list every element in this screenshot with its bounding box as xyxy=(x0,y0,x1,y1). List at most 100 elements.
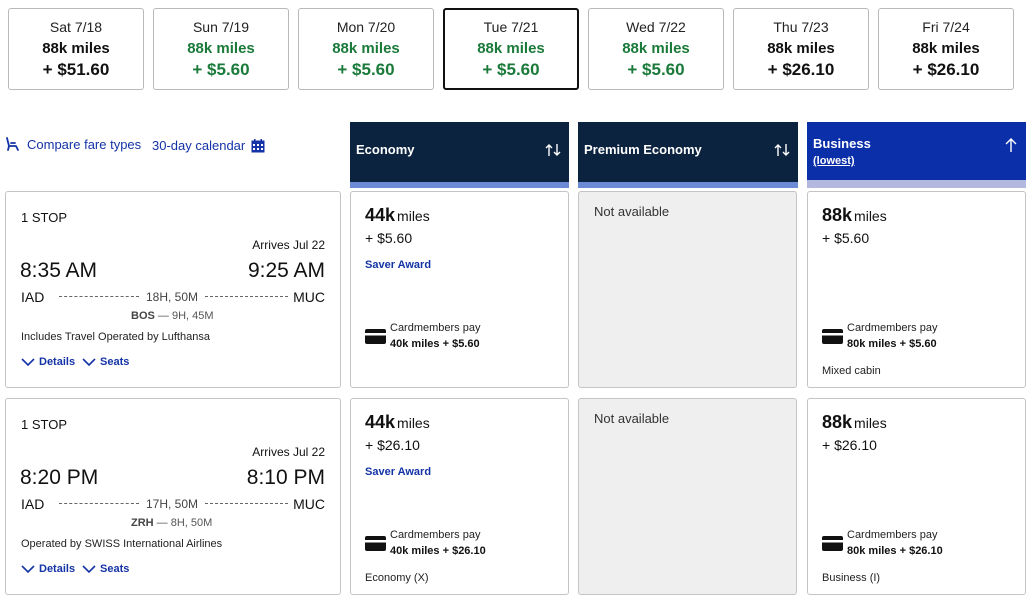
date-tile-tue-7-21[interactable]: Tue 7/21 88k miles + $5.60 xyxy=(443,8,579,90)
date-miles: 88k miles xyxy=(42,40,110,57)
seat-icon xyxy=(5,137,20,152)
compare-fare-types-link[interactable]: Compare fare types xyxy=(5,137,141,152)
fare-miles-value: 44k xyxy=(365,205,396,225)
date-miles: 88k miles xyxy=(912,40,980,57)
sort-updown-icon[interactable] xyxy=(545,142,561,163)
layover-airport: BOS xyxy=(131,310,155,322)
date-label: Sun 7/19 xyxy=(192,19,250,35)
fare-miles: 44k miles xyxy=(365,205,430,226)
credit-card-icon xyxy=(822,536,843,556)
chevron-down-icon xyxy=(82,564,96,573)
flight-duration: 17H, 50M xyxy=(146,497,199,511)
seats-toggle[interactable]: Seats xyxy=(82,356,129,368)
route-line xyxy=(59,296,139,297)
date-tile-wed-7-22[interactable]: Wed 7/22 88k miles + $5.60 xyxy=(588,8,724,90)
sort-up-arrow-icon[interactable] xyxy=(1004,137,1018,158)
date-tax: + $26.10 xyxy=(912,60,980,79)
seats-label: Seats xyxy=(100,356,130,368)
cardmember-price: 40k miles + $26.10 xyxy=(390,545,486,557)
calendar-icon xyxy=(251,138,265,153)
date-tax: + $26.10 xyxy=(767,60,835,79)
saver-award-badge: Saver Award xyxy=(365,466,432,478)
arrival-time: 9:25 AM xyxy=(247,259,325,282)
departure-time: 8:35 AM xyxy=(20,259,98,282)
departure-airport: IAD xyxy=(21,289,45,305)
date-tax: + $5.60 xyxy=(627,60,685,79)
date-tile-fri-7-24[interactable]: Fri 7/24 88k miles + $26.10 xyxy=(878,8,1014,90)
date-label: Mon 7/20 xyxy=(336,19,396,35)
date-miles: 88k miles xyxy=(332,40,400,57)
layover-info: ZRH — 8H, 50M xyxy=(131,517,212,529)
thirty-day-calendar-link[interactable]: 30-day calendar xyxy=(152,138,265,153)
date-label: Sat 7/18 xyxy=(49,19,103,35)
departure-time: 8:20 PM xyxy=(20,466,99,489)
cardmember-price: 40k miles + $5.60 xyxy=(390,338,480,350)
column-header-business[interactable]: Business (lowest) xyxy=(807,122,1026,188)
fare-cell-economy[interactable]: 44k miles + $26.10 Saver Award Cardmember… xyxy=(350,398,569,595)
cardmember-price: 80k miles + $26.10 xyxy=(847,545,943,557)
flight-card: 1 STOP Arrives Jul 22 8:20 PM 8:10 PM IA… xyxy=(5,398,341,595)
date-label: Tue 7/21 xyxy=(483,19,539,35)
credit-card-icon xyxy=(365,329,386,349)
fare-miles-value: 88k xyxy=(822,205,853,225)
fare-cell-premium-economy: Not available xyxy=(578,191,797,388)
date-label: Wed 7/22 xyxy=(626,19,686,35)
fare-cell-business[interactable]: 88k miles + $26.10 Cardmembers pay 80k mi… xyxy=(807,398,1026,595)
fare-tax: + $5.60 xyxy=(365,230,413,246)
not-available-label: Not available xyxy=(594,411,670,426)
details-toggle[interactable]: Details xyxy=(21,563,75,575)
fare-miles: 88k miles xyxy=(822,412,887,433)
compare-fare-types-label: Compare fare types xyxy=(27,137,142,152)
details-toggle[interactable]: Details xyxy=(21,356,75,368)
fare-miles-value: 44k xyxy=(365,412,396,432)
layover-time: — 9H, 45M xyxy=(157,310,214,322)
cabin-note: Economy (X) xyxy=(365,572,429,584)
flight-duration: 18H, 50M xyxy=(146,290,199,304)
date-tile-mon-7-20[interactable]: Mon 7/20 88k miles + $5.60 xyxy=(298,8,434,90)
chevron-down-icon xyxy=(82,357,96,366)
column-header-premium-economy[interactable]: Premium Economy xyxy=(578,122,798,188)
date-tile-thu-7-23[interactable]: Thu 7/23 88k miles + $26.10 xyxy=(733,8,869,90)
route-line xyxy=(205,503,288,504)
fare-miles: 88k miles xyxy=(822,205,887,226)
header-band xyxy=(807,180,1026,188)
seats-label: Seats xyxy=(100,563,130,575)
layover-info: BOS — 9H, 45M xyxy=(131,310,214,322)
operated-by: Operated by SWISS International Airlines xyxy=(21,538,223,550)
chevron-down-icon xyxy=(21,564,35,573)
route-line xyxy=(59,503,139,504)
arrives-label: Arrives Jul 22 xyxy=(252,445,325,459)
business-header-sublabel: (lowest) xyxy=(813,155,855,167)
date-tile-sun-7-19[interactable]: Sun 7/19 88k miles + $5.60 xyxy=(153,8,289,90)
fare-miles-unit: miles xyxy=(854,415,887,431)
premium-header-label: Premium Economy xyxy=(584,142,702,157)
flight-card: 1 STOP Arrives Jul 22 8:35 AM 9:25 AM IA… xyxy=(5,191,341,388)
date-tile-sat-7-18[interactable]: Sat 7/18 88k miles + $51.60 xyxy=(8,8,144,90)
fare-miles-unit: miles xyxy=(397,208,430,224)
fare-tax: + $26.10 xyxy=(365,437,420,453)
fare-tax: + $5.60 xyxy=(822,230,870,246)
date-tax: + $51.60 xyxy=(42,60,110,79)
date-miles: 88k miles xyxy=(187,40,255,57)
column-header-economy[interactable]: Economy xyxy=(350,122,569,188)
fare-miles-value: 88k xyxy=(822,412,853,432)
not-available-label: Not available xyxy=(594,204,670,219)
cardmember-label: Cardmembers pay xyxy=(390,322,481,334)
operated-by: Includes Travel Operated by Lufthansa xyxy=(21,331,210,343)
fare-cell-economy[interactable]: 44k miles + $5.60 Saver Award Cardmembers… xyxy=(350,191,569,388)
departure-airport: IAD xyxy=(21,496,45,512)
details-label: Details xyxy=(39,356,76,368)
fare-cell-business[interactable]: 88k miles + $5.60 Cardmembers pay 80k mil… xyxy=(807,191,1026,388)
credit-card-icon xyxy=(365,536,386,556)
seats-toggle[interactable]: Seats xyxy=(82,563,129,575)
fare-miles-unit: miles xyxy=(397,415,430,431)
arrival-airport: MUC xyxy=(293,496,325,512)
header-band xyxy=(578,182,798,188)
date-tax: + $5.60 xyxy=(192,60,250,79)
stops-label: 1 STOP xyxy=(21,210,68,225)
date-tax: + $5.60 xyxy=(482,60,540,79)
cardmember-label: Cardmembers pay xyxy=(390,529,481,541)
sort-updown-icon[interactable] xyxy=(774,142,790,163)
date-miles: 88k miles xyxy=(622,40,690,57)
credit-card-icon xyxy=(822,329,843,349)
